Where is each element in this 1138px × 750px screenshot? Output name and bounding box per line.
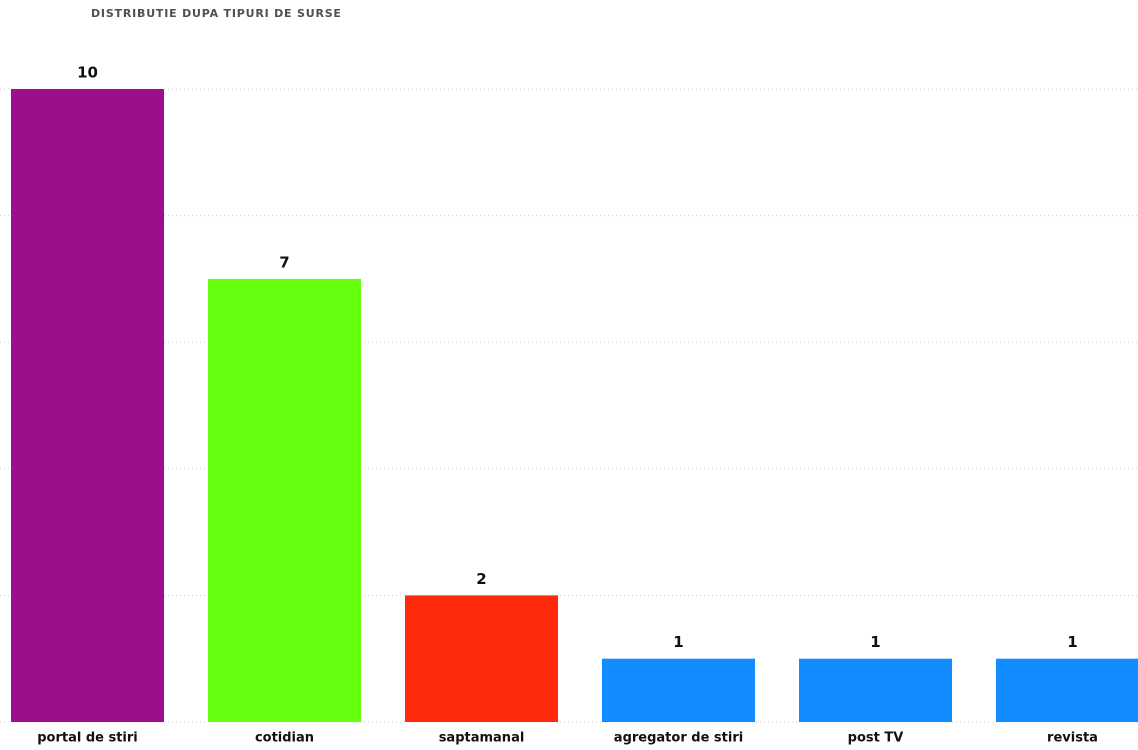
x-tick-label: saptamanal <box>439 731 525 746</box>
x-tick-label: portal de stiri <box>37 731 138 746</box>
bar <box>208 278 361 722</box>
value-label: 2 <box>476 570 486 588</box>
chart-title: DISTRIBUTIE DUPA TIPURI DE SURSE <box>91 7 342 20</box>
bar <box>405 595 558 722</box>
value-label: 1 <box>1067 633 1077 651</box>
bar <box>996 658 1138 722</box>
value-label: 1 <box>870 633 880 651</box>
x-tick-label: agregator de stiri <box>614 731 743 746</box>
x-tick-label: revista <box>1047 731 1098 746</box>
value-label: 10 <box>77 64 98 82</box>
bar <box>11 89 164 722</box>
value-label: 1 <box>673 633 683 651</box>
bar <box>799 658 952 722</box>
value-label: 7 <box>279 253 289 271</box>
x-tick-label: cotidian <box>255 731 314 746</box>
x-tick-label: post TV <box>848 731 904 746</box>
bar <box>602 658 755 722</box>
